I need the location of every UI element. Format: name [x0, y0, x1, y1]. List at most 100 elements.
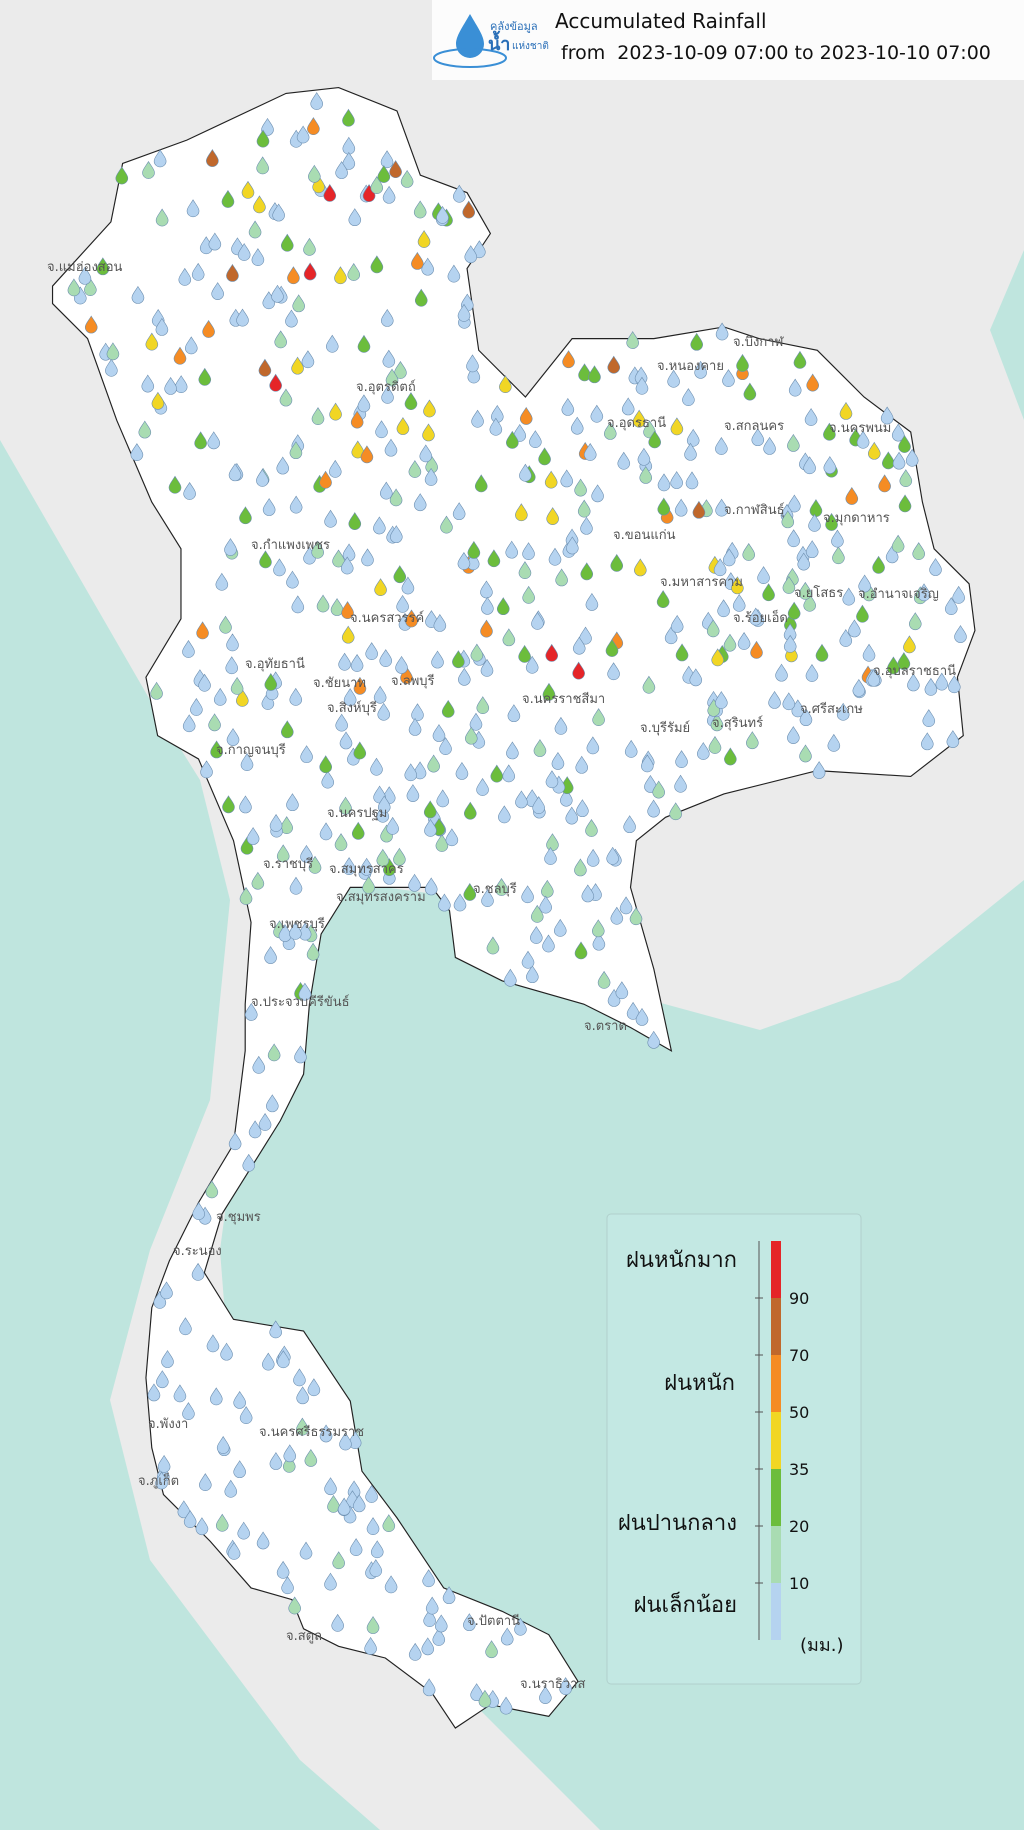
rain-station [657, 473, 671, 492]
rain-station [422, 1569, 435, 1588]
rain-station [380, 308, 394, 327]
rain-station [803, 456, 816, 475]
rain-station [379, 649, 393, 667]
rain-station [298, 982, 312, 1001]
rain-station [504, 968, 517, 987]
rain-station [670, 471, 683, 489]
rain-station [233, 1390, 246, 1409]
rain-station [441, 699, 455, 718]
rain-station [839, 401, 853, 420]
rain-station [539, 1686, 552, 1704]
stations [67, 92, 967, 1715]
rain-station [715, 498, 728, 517]
rain-station [421, 1637, 435, 1656]
rain-station [271, 284, 284, 303]
rain-station [84, 315, 98, 334]
rain-station [431, 650, 444, 669]
rain-station [621, 397, 635, 416]
rain-station [84, 278, 97, 296]
rain-station [362, 875, 375, 894]
rain-station [664, 626, 678, 645]
rain-station [462, 200, 476, 219]
rain-station [804, 408, 818, 426]
rain-station [585, 818, 598, 837]
rain-station [585, 592, 599, 611]
rain-station [319, 470, 332, 489]
rain-station [281, 1576, 294, 1595]
province-label: จ.นครศรีธรรมราช [259, 1424, 364, 1440]
rain-station [261, 117, 274, 136]
rain-station [706, 619, 720, 638]
rain-station [898, 434, 911, 453]
rain-station [565, 806, 579, 825]
rain-station [248, 1120, 262, 1139]
rain-station [319, 755, 332, 774]
rain-station [206, 1334, 220, 1353]
rain-station [530, 904, 544, 923]
rain-station [338, 652, 351, 671]
rain-station [478, 1689, 492, 1708]
rain-station [787, 726, 800, 744]
rain-station [615, 981, 629, 1000]
rain-station [365, 1484, 378, 1503]
rain-station [954, 625, 967, 643]
rain-station [466, 552, 480, 571]
rain-station [389, 160, 402, 179]
legend-class: ฝนปานกลาง [618, 1511, 737, 1536]
rain-station [366, 1616, 380, 1634]
rain-station [445, 828, 459, 847]
province-label: จ.แม่ฮ่องสอน [47, 260, 123, 275]
rain-station [258, 358, 272, 377]
province-label: จ.ศรีสะเกษ [800, 701, 863, 717]
rain-station [574, 858, 587, 877]
rain-station [788, 494, 801, 513]
rain-station [639, 465, 653, 484]
rain-station [907, 673, 920, 692]
rain-station [427, 754, 440, 773]
rain-station [946, 730, 960, 748]
rain-station [749, 607, 763, 626]
rain-station [545, 643, 559, 662]
rain-station [892, 451, 906, 470]
rain-station [174, 375, 188, 394]
rain-station [581, 884, 595, 903]
rain-station [306, 942, 320, 961]
rain-station [385, 368, 399, 387]
rain-station [179, 1317, 192, 1336]
rain-station [722, 548, 736, 567]
rain-station [467, 540, 481, 559]
rain-station [366, 1517, 380, 1535]
rain-station [357, 334, 371, 353]
rain-station [903, 635, 916, 654]
rain-station [500, 1627, 514, 1646]
rain-station [348, 208, 362, 227]
rain-station [603, 421, 617, 440]
rain-station [626, 331, 639, 349]
rain-station [476, 778, 489, 796]
rain-station [296, 125, 310, 144]
rain-station [880, 406, 894, 425]
rain-station [576, 799, 589, 818]
rain-station [374, 578, 387, 597]
rain-station [592, 932, 606, 951]
rain-station [882, 451, 895, 470]
rain-station [337, 1497, 351, 1516]
rain-station [105, 358, 118, 377]
rain-station [67, 278, 81, 297]
rain-station [288, 1596, 301, 1615]
rain-station [762, 583, 775, 602]
rain-station [406, 784, 420, 802]
rain-station [529, 430, 542, 449]
rain-station [775, 663, 788, 682]
rain-station [623, 815, 636, 834]
rain-station [96, 257, 110, 276]
rain-station [311, 407, 325, 425]
rain-station [192, 1202, 206, 1220]
rain-station [364, 1636, 377, 1655]
rain-station [401, 576, 415, 595]
legend-panel [606, 1213, 862, 1685]
rain-station [887, 656, 900, 675]
rain-station [256, 156, 269, 175]
rain-station [827, 733, 841, 752]
